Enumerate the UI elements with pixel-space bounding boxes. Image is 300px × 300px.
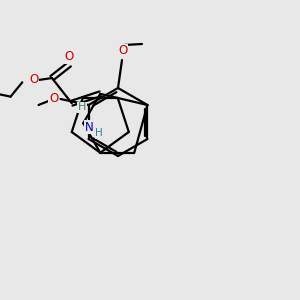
Text: O: O	[49, 92, 58, 104]
Text: O: O	[64, 50, 74, 63]
Text: N: N	[85, 121, 94, 134]
Text: O: O	[118, 44, 127, 58]
Text: O: O	[30, 73, 39, 86]
Text: H: H	[95, 128, 103, 138]
Text: H: H	[78, 102, 86, 112]
